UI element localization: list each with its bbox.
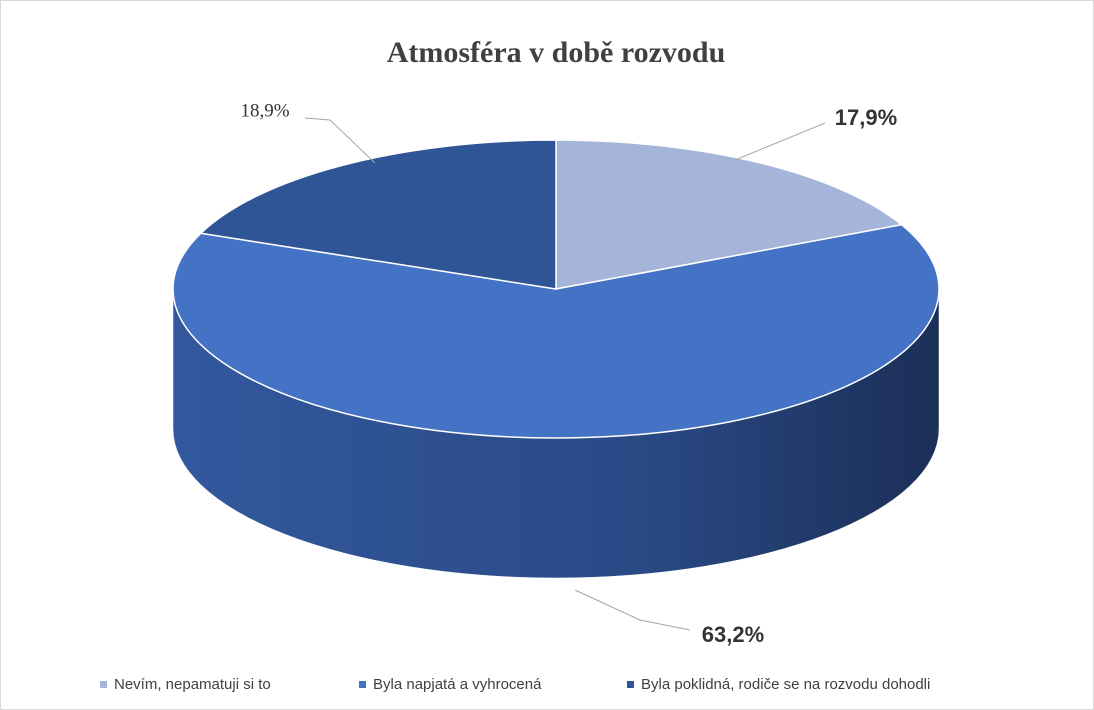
slice [199, 139, 557, 290]
data-label: 17,9% [835, 105, 897, 130]
slice [172, 223, 940, 439]
data-label: 18,9% [240, 100, 289, 121]
leader-line [734, 122, 826, 161]
chart-title: Atmosféra v době rozvodu [387, 36, 726, 69]
data-label: 63,2% [702, 622, 764, 647]
legend-label: Nevím, nepamatuji si to [114, 676, 271, 693]
legend-swatch [100, 681, 107, 688]
legend-swatch [627, 681, 634, 688]
leader-line [574, 589, 691, 631]
legend-label: Byla napjatá a vyhrocená [373, 676, 542, 693]
legend-swatch [359, 681, 366, 688]
leader-line [304, 117, 376, 164]
legend-label: Byla poklidná, rodiče se na rozvodu doho… [641, 676, 930, 693]
slice [555, 139, 904, 290]
